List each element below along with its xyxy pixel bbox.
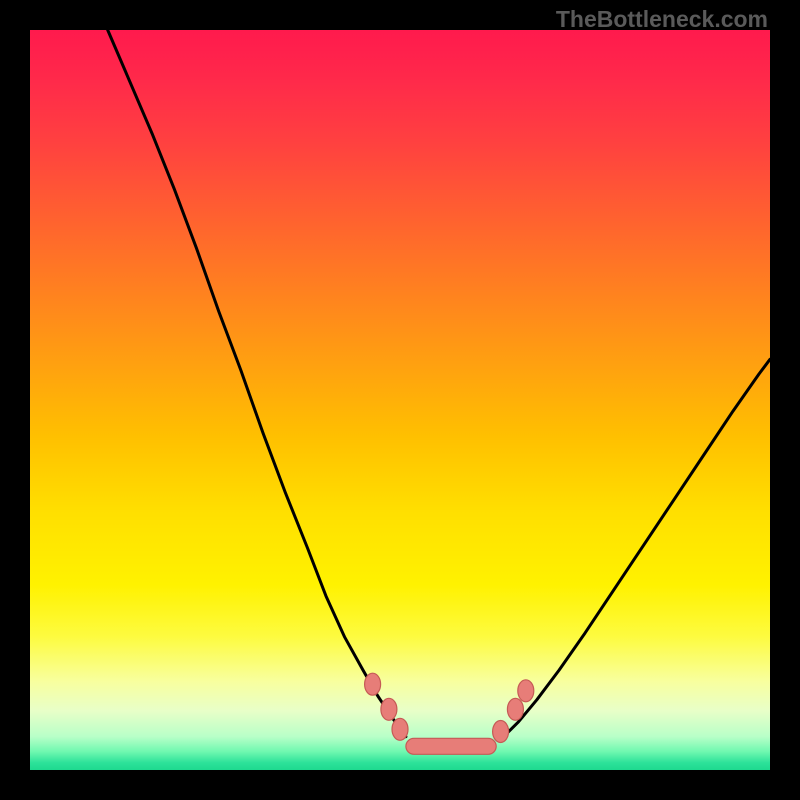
marker-cap-left-1 <box>381 698 397 720</box>
marker-cap-right-0 <box>493 721 509 743</box>
marker-bottom-bar <box>406 738 496 754</box>
marker-cap-right-1 <box>507 698 523 720</box>
chart-root: TheBottleneck.com <box>0 0 800 800</box>
curve-right <box>504 359 770 736</box>
marker-cap-right-2 <box>518 680 534 702</box>
marker-cap-left-2 <box>392 718 408 740</box>
overlay-svg <box>0 0 800 800</box>
marker-cap-left-0 <box>365 673 381 695</box>
curve-left <box>108 30 406 737</box>
